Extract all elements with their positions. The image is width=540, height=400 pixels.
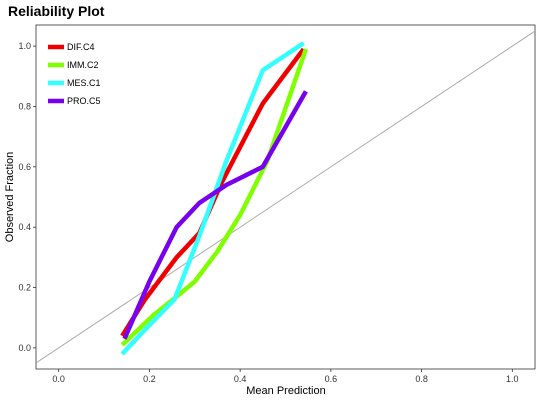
chart-title: Reliability Plot <box>8 3 105 19</box>
x-axis-label: Mean Prediction <box>246 385 326 397</box>
x-tick-label: 0.2 <box>143 374 156 384</box>
series-line-imm-c2 <box>120 48 309 347</box>
y-tick-label: 0.4 <box>18 222 31 232</box>
perfect-calibration-line <box>36 30 535 364</box>
y-tick-label: 0.6 <box>18 162 31 172</box>
x-tick-label: 1.0 <box>506 374 519 384</box>
x-tick-label: 0.6 <box>325 374 338 384</box>
x-tick-label: 0.8 <box>415 374 428 384</box>
series-line-pro-c5 <box>122 90 308 340</box>
legend-label-pro-c5: PRO.C5 <box>67 96 101 106</box>
y-tick-label: 0.2 <box>18 283 31 293</box>
legend-label-dif-c4: DIF.C4 <box>67 42 95 52</box>
y-tick-label: 1.0 <box>18 41 31 51</box>
plot-area-border <box>35 24 536 370</box>
y-tick-label: 0.0 <box>18 343 31 353</box>
legend-label-imm-c2: IMM.C2 <box>67 60 99 70</box>
y-tick-label: 0.8 <box>18 101 31 111</box>
y-axis-label: Observed Fraction <box>4 152 16 242</box>
x-tick-label: 0.4 <box>234 374 247 384</box>
legend: DIF.C4 IMM.C2 MES.C1 PRO.C5 <box>48 42 101 106</box>
series-line-mes-c1 <box>120 41 305 356</box>
x-tick-label: 0.0 <box>52 374 65 384</box>
legend-label-mes-c1: MES.C1 <box>67 78 101 88</box>
